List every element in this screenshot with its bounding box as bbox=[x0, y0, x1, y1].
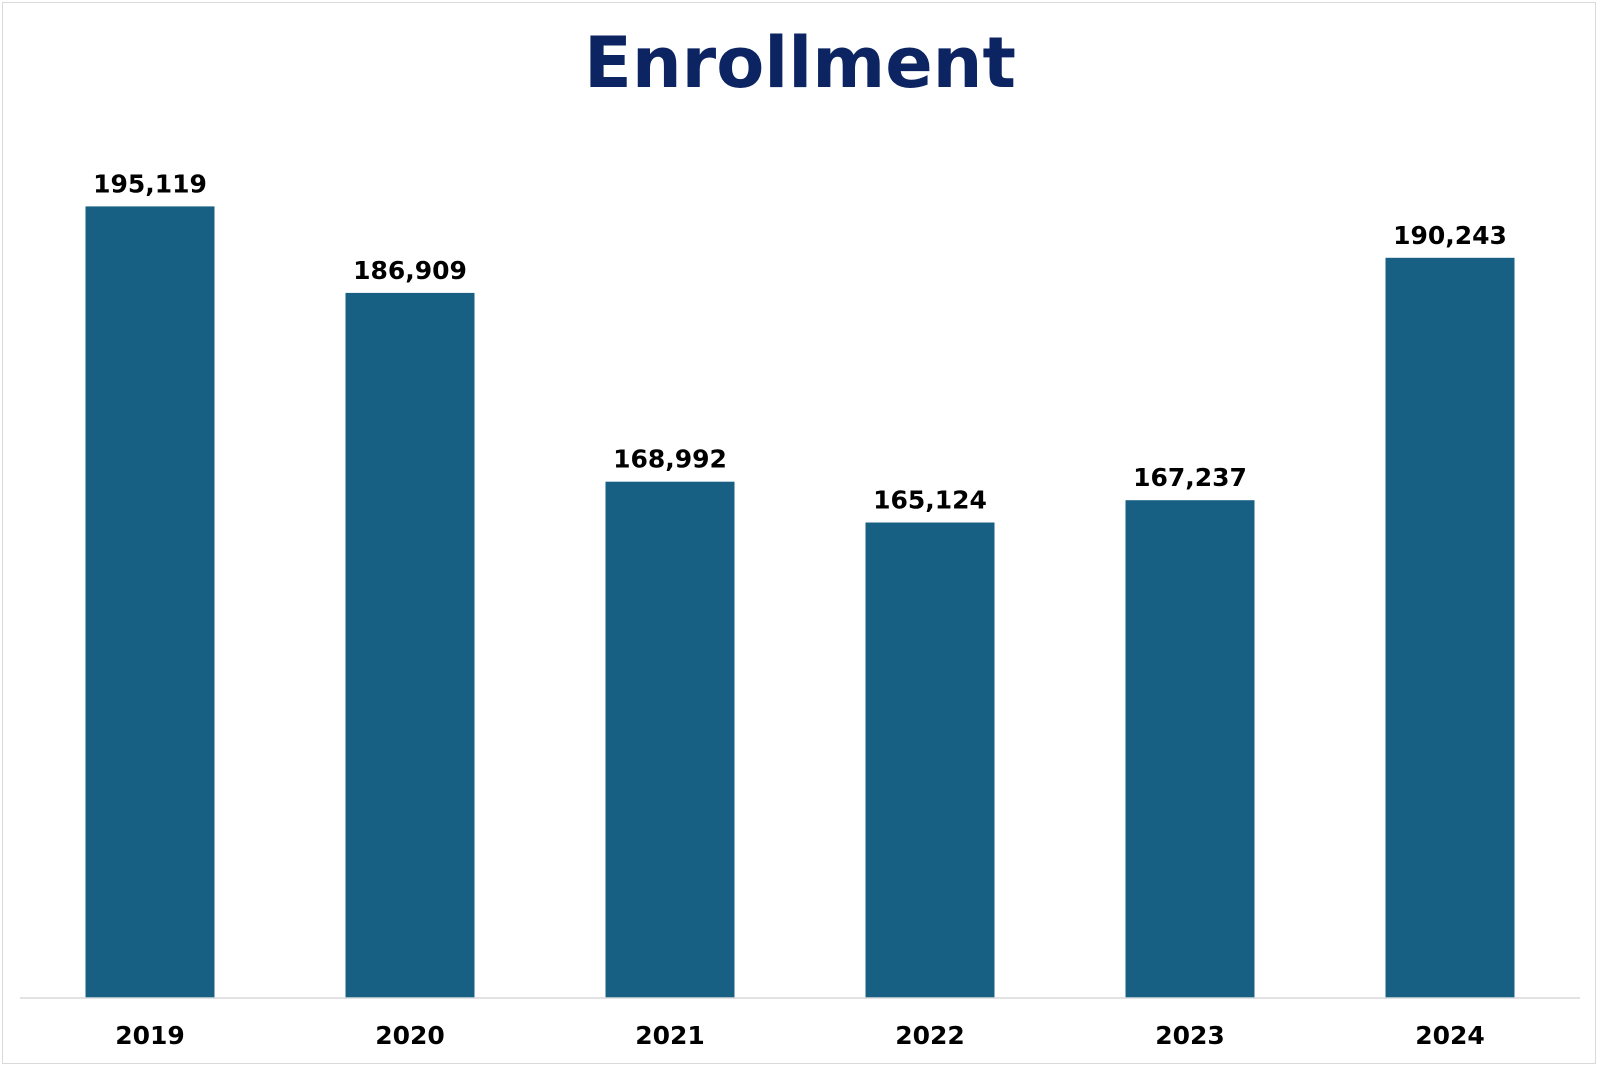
bar-2019 bbox=[85, 206, 215, 998]
data-label-2024: 190,243 bbox=[1393, 221, 1507, 250]
data-labels-layer: 195,119 186,909 168,992 165,124 167,237 190,2… bbox=[93, 169, 1507, 514]
bar-2020 bbox=[345, 292, 475, 998]
x-tick-label-2022: 2022 bbox=[895, 1021, 965, 1050]
bar-2021 bbox=[605, 481, 735, 998]
bar-2023 bbox=[1125, 500, 1255, 998]
x-tick-label-2024: 2024 bbox=[1415, 1021, 1485, 1050]
data-label-2021: 168,992 bbox=[613, 445, 727, 474]
bar-2022 bbox=[865, 522, 995, 998]
x-tick-labels-layer: 2019 2020 2021 2022 2023 2024 bbox=[115, 1021, 1485, 1050]
x-tick-label-2021: 2021 bbox=[635, 1021, 705, 1050]
bar-2024 bbox=[1385, 257, 1515, 998]
data-label-2020: 186,909 bbox=[353, 256, 467, 285]
x-tick-label-2019: 2019 bbox=[115, 1021, 185, 1050]
chart-title: Enrollment bbox=[584, 22, 1016, 104]
data-label-2022: 165,124 bbox=[873, 486, 987, 515]
data-label-2019: 195,119 bbox=[93, 169, 207, 198]
x-tick-label-2020: 2020 bbox=[375, 1021, 445, 1050]
data-label-2023: 167,237 bbox=[1133, 463, 1247, 492]
x-tick-label-2023: 2023 bbox=[1155, 1021, 1225, 1050]
bars-layer bbox=[85, 206, 1515, 998]
